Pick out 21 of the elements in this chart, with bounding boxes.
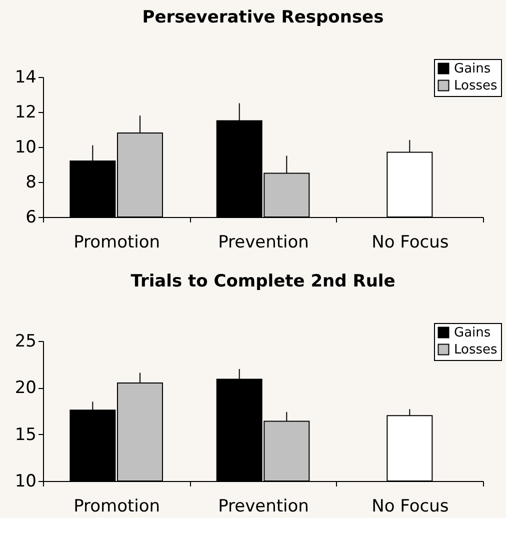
legend-label: Gains (454, 62, 491, 76)
y-tick-label: 25 (14, 332, 36, 352)
y-tick-label: 8 (26, 172, 36, 192)
y-tick-label: 20 (14, 378, 36, 398)
y-tick-label: 14 (14, 68, 36, 88)
legend-label: Losses (454, 342, 498, 358)
x-tick-label: Prevention (218, 232, 309, 252)
legend-label: Gains (454, 326, 491, 340)
y-tick-label: 6 (26, 208, 36, 228)
chart-title: Perseverative Responses (142, 8, 384, 28)
legend-label: Losses (454, 78, 498, 94)
x-tick-label: Promotion (74, 496, 160, 516)
y-tick-label: 12 (14, 102, 36, 122)
y-tick-label: 10 (14, 138, 36, 158)
x-tick-label: Prevention (218, 496, 309, 516)
chart-title: Trials to Complete 2nd Rule (130, 272, 396, 292)
x-tick-label: Promotion (74, 232, 160, 252)
y-tick-label: 15 (14, 424, 36, 445)
y-tick-label: 10 (14, 472, 36, 492)
x-tick-label: No Focus (372, 496, 449, 516)
x-tick-label: No Focus (372, 232, 449, 252)
